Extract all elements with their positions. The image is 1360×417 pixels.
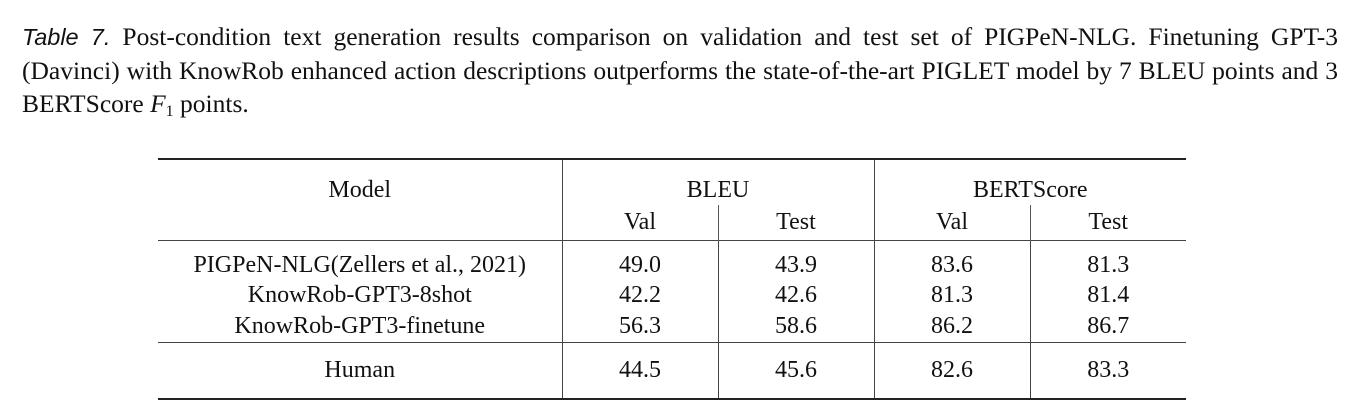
header-model: Model bbox=[158, 158, 563, 205]
row-bert-val: 83.6 bbox=[874, 240, 1031, 280]
row-bleu-test: 58.6 bbox=[718, 311, 875, 343]
row-bleu-val: 42.2 bbox=[562, 280, 719, 311]
row-model: KnowRob-GPT3-8shot bbox=[158, 280, 563, 311]
row-bleu-val: 56.3 bbox=[562, 311, 719, 343]
header-bert-val: Val bbox=[874, 205, 1031, 241]
human-bleu-test: 45.6 bbox=[718, 342, 875, 400]
row-bleu-val: 49.0 bbox=[562, 240, 719, 280]
table-row: PIGPeN-NLG(Zellers et al., 2021) 49.0 43… bbox=[158, 240, 1186, 280]
row-model: PIGPeN-NLG(Zellers et al., 2021) bbox=[158, 240, 563, 280]
caption-math-var: F bbox=[150, 89, 166, 118]
header-row-splits: Val Test Val Test bbox=[158, 205, 1186, 241]
header-bleu-test: Test bbox=[718, 205, 875, 241]
caption-math-subscript: 1 bbox=[165, 103, 174, 120]
row-bert-val: 81.3 bbox=[874, 280, 1031, 311]
header-bertscore: BERTScore bbox=[874, 158, 1186, 205]
header-bleu: BLEU bbox=[562, 158, 875, 205]
header-bleu-val: Val bbox=[562, 205, 719, 241]
table-row: KnowRob-GPT3-8shot 42.2 42.6 81.3 81.4 bbox=[158, 280, 1186, 311]
row-bert-val: 86.2 bbox=[874, 311, 1031, 343]
table-caption: Table 7. Post-condition text generation … bbox=[22, 20, 1338, 120]
table-row: KnowRob-GPT3-finetune 56.3 58.6 86.2 86.… bbox=[158, 311, 1186, 343]
row-model: KnowRob-GPT3-finetune bbox=[158, 311, 563, 343]
human-bert-val: 82.6 bbox=[874, 342, 1031, 400]
row-bleu-test: 43.9 bbox=[718, 240, 875, 280]
caption-text-part2: points. bbox=[173, 89, 249, 118]
row-bleu-test: 42.6 bbox=[718, 280, 875, 311]
human-model: Human bbox=[158, 342, 563, 400]
header-row-groups: Model BLEU BERTScore bbox=[158, 158, 1186, 205]
human-bert-test: 83.3 bbox=[1030, 342, 1186, 400]
row-bert-test: 81.4 bbox=[1087, 282, 1130, 308]
caption-text-part1: Post-condition text generation results c… bbox=[22, 22, 1338, 118]
human-row: Human 44.5 45.6 82.6 83.3 bbox=[158, 342, 1186, 400]
human-bleu-val: 44.5 bbox=[562, 342, 719, 400]
caption-label: Table 7. bbox=[22, 24, 111, 50]
results-table: Model BLEU BERTScore Val Test Val Test P… bbox=[158, 158, 1186, 400]
header-bert-test: Test bbox=[1088, 209, 1129, 235]
row-bert-test: 81.3 bbox=[1030, 240, 1186, 280]
header-model-spacer bbox=[158, 205, 563, 241]
row-bert-test: 86.7 bbox=[1087, 313, 1130, 339]
